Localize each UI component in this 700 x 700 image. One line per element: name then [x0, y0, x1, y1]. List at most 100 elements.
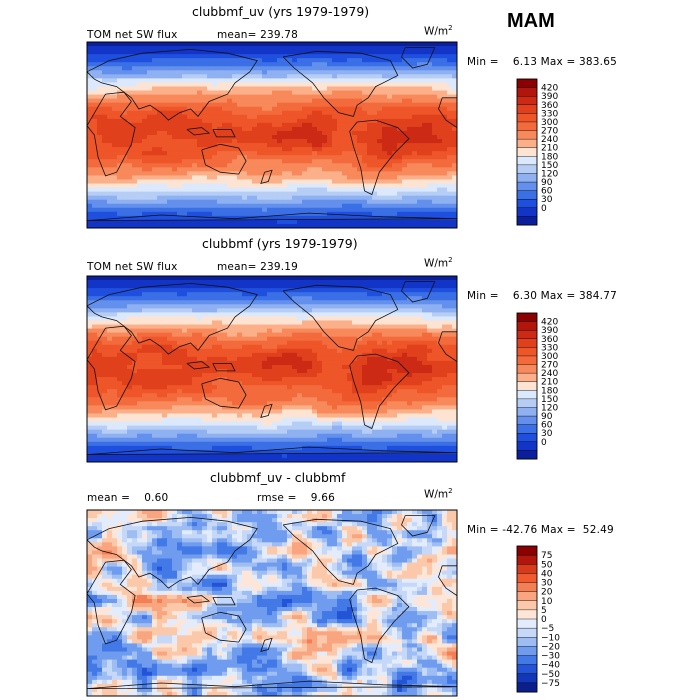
colorbar-tick-label: −50 — [541, 670, 560, 680]
panel2-unit-label: W/m2 — [424, 256, 453, 270]
colorbar-swatch — [516, 199, 538, 209]
colorbar-swatch — [516, 207, 538, 217]
colorbar-tick-label: 150 — [541, 161, 558, 171]
colorbar-swatch — [516, 450, 538, 460]
colorbar-tick-label: 0 — [541, 438, 547, 448]
colorbar-swatch — [516, 441, 538, 451]
colorbar-tick-label: 120 — [541, 169, 558, 179]
colorbar-tick-label: 330 — [541, 343, 558, 353]
coastlines — [86, 281, 458, 456]
colorbar-tick-label: 20 — [541, 588, 553, 598]
colorbar-tick-label: −5 — [541, 624, 554, 634]
colorbar-swatch — [516, 329, 538, 340]
colorbar-swatch — [516, 355, 538, 366]
panel1-mean-label: mean= 239.78 — [217, 29, 299, 41]
colorbar-swatch — [516, 582, 538, 593]
colorbar-swatch — [516, 398, 538, 408]
colorbar-swatch — [516, 381, 538, 391]
colorbar-swatch — [516, 216, 538, 226]
colorbar-swatch — [516, 407, 538, 417]
colorbar-tick-label: 150 — [541, 395, 558, 405]
colorbar-tick-label: 240 — [541, 369, 558, 379]
colorbar-tick-label: 210 — [541, 378, 558, 388]
colorbar-swatch — [516, 600, 538, 611]
colorbar-swatch — [516, 95, 538, 106]
colorbar-swatch — [516, 646, 538, 657]
colorbar-swatch — [516, 564, 538, 574]
colorbar-swatch — [516, 347, 538, 357]
panel2-variable-label: TOM net SW flux — [87, 261, 178, 273]
panel2-map — [86, 275, 458, 463]
season-label: MAM — [507, 10, 555, 32]
colorbar-tick-label: 360 — [541, 101, 558, 111]
colorbar-swatch — [516, 138, 538, 149]
map-field — [87, 510, 458, 697]
colorbar-swatch — [516, 415, 538, 426]
colorbar-swatch — [516, 156, 538, 166]
colorbar-swatch — [516, 433, 538, 443]
colorbar-tick-label: 40 — [541, 569, 553, 579]
panel2-mean-label: mean= 239.19 — [217, 261, 299, 273]
colorbar-swatch — [516, 78, 538, 89]
colorbar-swatch — [516, 609, 538, 620]
colorbar-swatch — [516, 682, 538, 693]
colorbar-tick-label: 240 — [541, 135, 558, 145]
colorbar-swatch — [516, 130, 538, 140]
colorbar-swatch — [516, 618, 538, 629]
colorbar-swatch — [516, 312, 538, 323]
colorbar-tick-label: 75 — [541, 551, 552, 561]
colorbar-tick-label: 330 — [541, 109, 558, 119]
panel1-unit-label: W/m2 — [424, 24, 453, 38]
panel2-title: clubbmf (yrs 1979-1979) — [202, 236, 358, 251]
colorbar-swatch — [516, 372, 538, 383]
coastlines — [86, 515, 458, 690]
colorbar-tick-label: 10 — [541, 597, 553, 607]
colorbar-swatch — [516, 321, 538, 331]
panel3-title: clubbmf_uv - clubbmf — [210, 470, 346, 485]
colorbar-tick-label: 360 — [541, 335, 558, 345]
colorbar-tick-label: 180 — [541, 386, 558, 396]
colorbar-tick-label: 90 — [541, 412, 553, 422]
colorbar-tick-label: 420 — [541, 84, 558, 94]
map-frame — [86, 41, 458, 229]
colorbar-swatch — [516, 121, 538, 132]
colorbar-tick-label: 180 — [541, 152, 558, 162]
colorbar-tick-label: 390 — [541, 326, 558, 336]
colorbar-tick-label: 5 — [541, 606, 547, 616]
colorbar-tick-label: 420 — [541, 318, 558, 328]
colorbar-tick-label: 270 — [541, 127, 558, 137]
colorbar-swatch — [516, 190, 538, 200]
colorbar-swatch — [516, 545, 538, 556]
colorbar-swatch — [516, 591, 538, 602]
colorbar-swatch — [516, 637, 538, 647]
colorbar-tick-label: −10 — [541, 633, 560, 643]
colorbar-tick-label: 0 — [541, 204, 547, 214]
colorbar-tick-label: 210 — [541, 144, 558, 154]
colorbar-tick-label: 30 — [541, 579, 553, 589]
colorbar-tick-label: 30 — [541, 429, 553, 439]
colorbar-tick-label: −75 — [541, 679, 560, 689]
map-frame — [86, 509, 458, 697]
colorbar-swatch — [516, 664, 538, 675]
panel1-minmax-label: Min = 6.13 Max = 383.65 — [467, 56, 617, 68]
colorbar-swatch — [516, 147, 538, 157]
panel3-mean-label: mean = 0.60 — [87, 492, 169, 504]
colorbar-tick-label: 0 — [541, 615, 547, 625]
colorbar-tick-label: 270 — [541, 361, 558, 371]
map-frame — [86, 275, 458, 463]
colorbar-swatch — [516, 390, 538, 400]
panel2-minmax-label: Min = 6.30 Max = 384.77 — [467, 290, 617, 302]
panel1-title: clubbmf_uv (yrs 1979-1979) — [192, 4, 370, 19]
panel3-map — [86, 509, 458, 697]
colorbar-tick-label: 50 — [541, 560, 553, 570]
colorbar-swatch — [516, 424, 538, 434]
panel1-variable-label: TOM net SW flux — [87, 29, 178, 41]
colorbar-tick-label: 300 — [541, 118, 558, 128]
colorbar-tick-label: −20 — [541, 642, 560, 652]
colorbar-swatch — [516, 164, 538, 174]
colorbar-tick-label: 30 — [541, 195, 553, 205]
panel1-map — [86, 41, 458, 229]
colorbar-tick-label: 90 — [541, 178, 553, 188]
